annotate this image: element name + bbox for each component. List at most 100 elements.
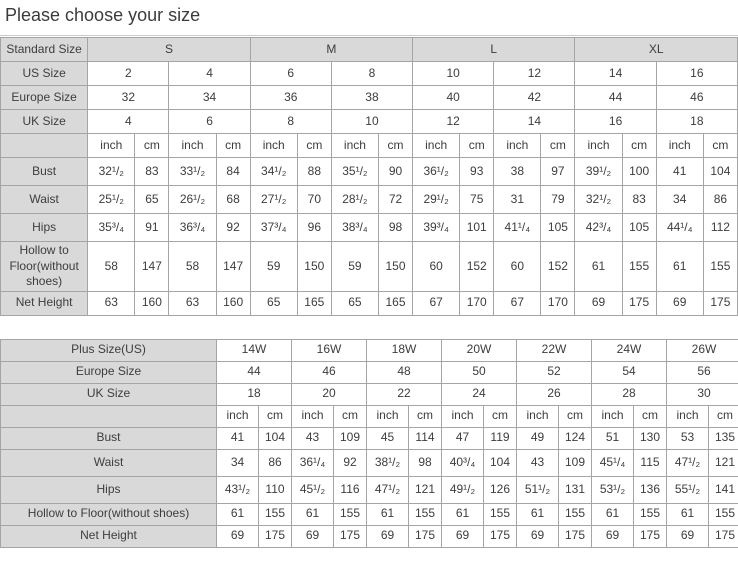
- size-cell: 2: [88, 62, 169, 86]
- measure-cell: 175: [334, 525, 367, 547]
- row-label: Hollow to Floor(without shoes): [1, 242, 88, 292]
- unit-cell: inch: [667, 405, 709, 427]
- measure-cell: 39³/₄: [413, 214, 460, 242]
- size-cell: 12: [413, 110, 494, 134]
- measure-cell: 70: [297, 186, 331, 214]
- measure-cell: 124: [559, 427, 592, 449]
- measure-cell: 147: [216, 242, 250, 292]
- size-group-cell: XL: [575, 38, 738, 62]
- measure-cell: 155: [634, 503, 667, 525]
- row-label: Hips: [1, 476, 217, 503]
- measure-cell: 41: [656, 158, 703, 186]
- measure-cell: 45: [367, 427, 409, 449]
- measure-cell: 41: [217, 427, 259, 449]
- measure-cell: 40³/₄: [442, 449, 484, 476]
- measure-cell: 98: [409, 449, 442, 476]
- size-group-cell: M: [250, 38, 412, 62]
- measure-cell: 53¹/₂: [592, 476, 634, 503]
- measure-cell: 110: [259, 476, 292, 503]
- measure-cell: 37³/₄: [250, 214, 297, 242]
- measure-cell: 69: [217, 525, 259, 547]
- size-cell: 44: [575, 86, 656, 110]
- measure-cell: 69: [656, 291, 703, 315]
- measure-cell: 65: [135, 186, 169, 214]
- page-title: Please choose your size: [5, 5, 738, 26]
- measure-cell: 84: [216, 158, 250, 186]
- size-cell: 48: [367, 361, 442, 383]
- measure-cell: 96: [297, 214, 331, 242]
- measure-cell: 116: [334, 476, 367, 503]
- unit-cell: inch: [331, 134, 378, 158]
- measure-cell: 36³/₄: [169, 214, 216, 242]
- unit-cell: inch: [292, 405, 334, 427]
- measure-cell: 51: [592, 427, 634, 449]
- measure-cell: 160: [216, 291, 250, 315]
- measure-cell: 38: [494, 158, 541, 186]
- measure-cell: 36¹/₂: [413, 158, 460, 186]
- measure-cell: 86: [703, 186, 737, 214]
- size-cell: 6: [250, 62, 331, 86]
- unit-cell: inch: [250, 134, 297, 158]
- measure-cell: 69: [442, 525, 484, 547]
- measure-cell: 160: [135, 291, 169, 315]
- measure-cell: 61: [656, 242, 703, 292]
- unit-cell: cm: [541, 134, 575, 158]
- unit-cell: inch: [217, 405, 259, 427]
- measure-cell: 170: [541, 291, 575, 315]
- size-cell: 16: [656, 62, 737, 86]
- size-cell: 10: [331, 110, 412, 134]
- size-cell: 14: [575, 62, 656, 86]
- measure-cell: 175: [559, 525, 592, 547]
- size-cell: 16: [575, 110, 656, 134]
- measure-cell: 104: [703, 158, 737, 186]
- unit-cell: inch: [592, 405, 634, 427]
- measure-cell: 147: [135, 242, 169, 292]
- measure-cell: 155: [703, 242, 737, 292]
- measure-cell: 61: [442, 503, 484, 525]
- measure-cell: 93: [460, 158, 494, 186]
- size-cell: 22W: [517, 339, 592, 361]
- measure-cell: 49: [517, 427, 559, 449]
- measure-cell: 69: [575, 291, 622, 315]
- unit-cell: cm: [378, 134, 412, 158]
- measure-cell: 29¹/₂: [413, 186, 460, 214]
- measure-cell: 175: [634, 525, 667, 547]
- measure-cell: 131: [559, 476, 592, 503]
- size-cell: 4: [169, 62, 250, 86]
- row-label: Plus Size(US): [1, 339, 217, 361]
- unit-cell: inch: [442, 405, 484, 427]
- measure-cell: 97: [541, 158, 575, 186]
- unit-cell: cm: [460, 134, 494, 158]
- measure-cell: 126: [484, 476, 517, 503]
- measure-cell: 58: [169, 242, 216, 292]
- unit-cell: cm: [484, 405, 517, 427]
- measure-cell: 83: [622, 186, 656, 214]
- measure-cell: 152: [460, 242, 494, 292]
- measure-cell: 104: [259, 427, 292, 449]
- row-label: Waist: [1, 449, 217, 476]
- measure-cell: 135: [709, 427, 738, 449]
- measure-cell: 51¹/₂: [517, 476, 559, 503]
- size-cell: 4: [88, 110, 169, 134]
- measure-cell: 60: [494, 242, 541, 292]
- measure-cell: 114: [409, 427, 442, 449]
- measure-cell: 170: [460, 291, 494, 315]
- measure-cell: 59: [331, 242, 378, 292]
- size-cell: 26: [517, 383, 592, 405]
- measure-cell: 47¹/₂: [667, 449, 709, 476]
- size-cell: 54: [592, 361, 667, 383]
- row-label: Net Height: [1, 525, 217, 547]
- unit-cell: cm: [622, 134, 656, 158]
- measure-cell: 100: [622, 158, 656, 186]
- unit-cell: cm: [559, 405, 592, 427]
- measure-cell: 92: [216, 214, 250, 242]
- size-cell: 52: [517, 361, 592, 383]
- size-cell: 40: [413, 86, 494, 110]
- measure-cell: 68: [216, 186, 250, 214]
- measure-cell: 91: [135, 214, 169, 242]
- unit-cell: inch: [656, 134, 703, 158]
- measure-cell: 155: [709, 503, 738, 525]
- size-cell: 38: [331, 86, 412, 110]
- unit-cell: inch: [367, 405, 409, 427]
- measure-cell: 44¹/₄: [656, 214, 703, 242]
